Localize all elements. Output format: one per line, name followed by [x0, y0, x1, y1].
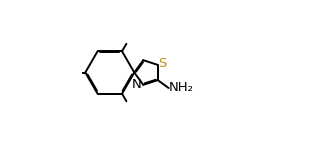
- Text: NH₂: NH₂: [169, 81, 194, 94]
- Text: S: S: [159, 57, 167, 70]
- Text: N: N: [132, 78, 142, 91]
